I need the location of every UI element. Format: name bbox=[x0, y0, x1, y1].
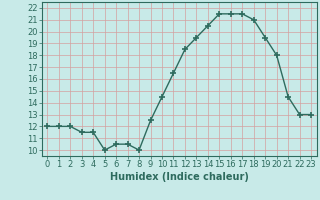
X-axis label: Humidex (Indice chaleur): Humidex (Indice chaleur) bbox=[110, 172, 249, 182]
